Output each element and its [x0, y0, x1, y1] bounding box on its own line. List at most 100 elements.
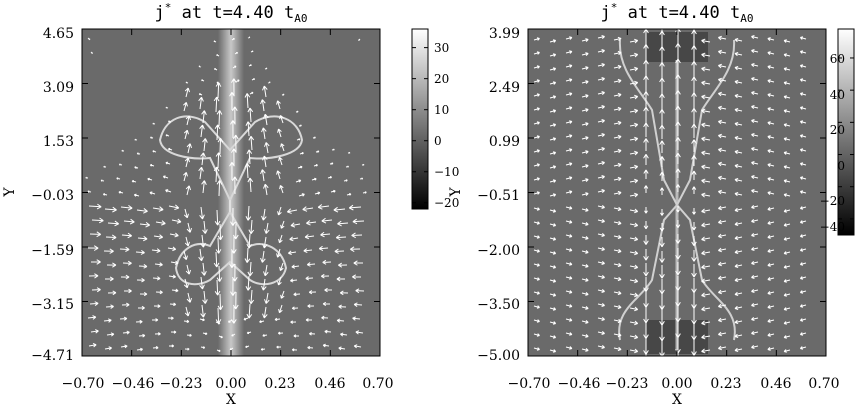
velocity-arrow: [165, 189, 172, 193]
velocity-arrow: [549, 335, 557, 339]
velocity-arrow: [613, 304, 622, 310]
velocity-arrow: [734, 291, 743, 297]
velocity-arrow: [643, 153, 649, 165]
velocity-arrow: [718, 161, 727, 167]
velocity-arrow: [106, 332, 115, 337]
velocity-arrow: [103, 165, 107, 168]
velocity-arrow: [701, 264, 711, 270]
velocity-arrow: [751, 189, 759, 194]
velocity-arrow: [318, 245, 329, 251]
velocity-arrow: [277, 276, 282, 286]
velocity-arrow: [718, 205, 727, 211]
velocity-arrow: [734, 347, 743, 353]
velocity-arrow: [293, 334, 300, 338]
velocity-arrow: [88, 203, 102, 210]
velocity-arrow: [276, 100, 281, 110]
velocity-arrow: [677, 346, 679, 356]
velocity-arrow: [643, 277, 649, 292]
velocity-arrow: [136, 277, 145, 283]
velocity-arrow: [280, 220, 285, 229]
velocity-arrow: [216, 349, 221, 353]
velocity-arrow: [799, 234, 807, 238]
velocity-arrow: [767, 263, 775, 267]
velocity-arrow: [767, 191, 775, 195]
velocity-arrow: [120, 344, 128, 349]
velocity-arrow: [675, 184, 681, 192]
velocity-arrow: [549, 123, 557, 127]
velocity-arrow: [783, 293, 791, 297]
velocity-arrow: [322, 343, 330, 348]
velocity-arrow: [202, 290, 208, 304]
velocity-arrow: [152, 150, 157, 153]
velocity-arrow: [799, 64, 807, 68]
velocity-arrow: [734, 149, 743, 155]
velocity-arrow: [565, 92, 573, 96]
velocity-arrow: [718, 233, 727, 239]
velocity-arrow: [260, 250, 266, 263]
y-tick-label: 3.09: [43, 80, 74, 96]
velocity-arrow: [185, 185, 192, 196]
velocity-arrow: [167, 246, 177, 252]
velocity-arrow: [597, 330, 605, 335]
velocity-arrow: [718, 303, 727, 309]
velocity-arrow: [734, 249, 743, 255]
x-tick-label: −0.46: [112, 376, 155, 392]
velocity-arrow: [799, 120, 807, 124]
velocity-arrow: [783, 151, 791, 155]
colorbar-gradient: [837, 28, 855, 236]
velocity-arrow: [533, 249, 540, 253]
velocity-arrow: [313, 164, 318, 167]
velocity-arrow: [751, 232, 759, 237]
x-tick-label: 0.00: [661, 376, 692, 392]
velocity-arrow: [245, 275, 252, 291]
velocity-arrow: [718, 289, 727, 295]
velocity-arrow: [565, 134, 573, 138]
velocity-arrow: [799, 248, 807, 252]
x-axis-left: −0.70 −0.46 −0.23 0.00 0.23 0.46 0.70 X: [62, 28, 394, 406]
velocity-arrow: [185, 115, 192, 126]
velocity-arrow: [701, 164, 711, 170]
velocity-arrow: [659, 109, 665, 125]
velocity-arrow: [243, 317, 249, 321]
velocity-arrow: [122, 260, 132, 266]
velocity-arrow: [718, 247, 727, 253]
x-axis-label: X: [672, 392, 682, 406]
velocity-arrow: [691, 123, 697, 138]
velocity-arrow: [183, 319, 190, 324]
velocity-arrow: [330, 189, 336, 193]
velocity-arrow: [675, 168, 681, 178]
velocity-arrow: [718, 147, 727, 153]
velocity-arrow: [134, 138, 138, 141]
x-axis-label: X: [226, 392, 236, 406]
velocity-arrow: [85, 176, 89, 179]
velocity-arrow: [230, 277, 236, 296]
velocity-arrow: [261, 127, 267, 140]
colorbar-tick-label: −10: [434, 165, 459, 179]
velocity-arrow: [799, 206, 807, 210]
velocity-arrow: [734, 221, 743, 227]
velocity-arrow: [353, 260, 364, 266]
velocity-arrow: [643, 235, 649, 245]
velocity-arrow: [613, 92, 622, 98]
velocity-arrow: [767, 65, 775, 69]
velocity-arrow: [549, 279, 557, 283]
velocity-arrow: [751, 288, 759, 293]
velocity-arrow: [331, 148, 335, 151]
velocity-arrow: [320, 231, 331, 238]
velocity-arrow: [118, 163, 123, 166]
velocity-arrow: [659, 140, 665, 153]
velocity-arrow: [629, 320, 639, 326]
velocity-arrow: [104, 206, 117, 213]
velocity-arrow: [337, 220, 349, 227]
velocity-arrow: [151, 248, 161, 254]
velocity-arrow: [701, 136, 711, 142]
velocity-arrow: [549, 251, 557, 255]
velocity-arrow: [533, 107, 540, 111]
velocity-arrow: [248, 64, 252, 67]
velocity-arrow: [767, 135, 775, 139]
velocity-arrow: [581, 52, 589, 56]
velocity-arrow: [361, 163, 365, 166]
velocity-arrow: [629, 52, 639, 58]
velocity-arrow: [629, 150, 639, 156]
velocity-arrow: [297, 165, 303, 169]
